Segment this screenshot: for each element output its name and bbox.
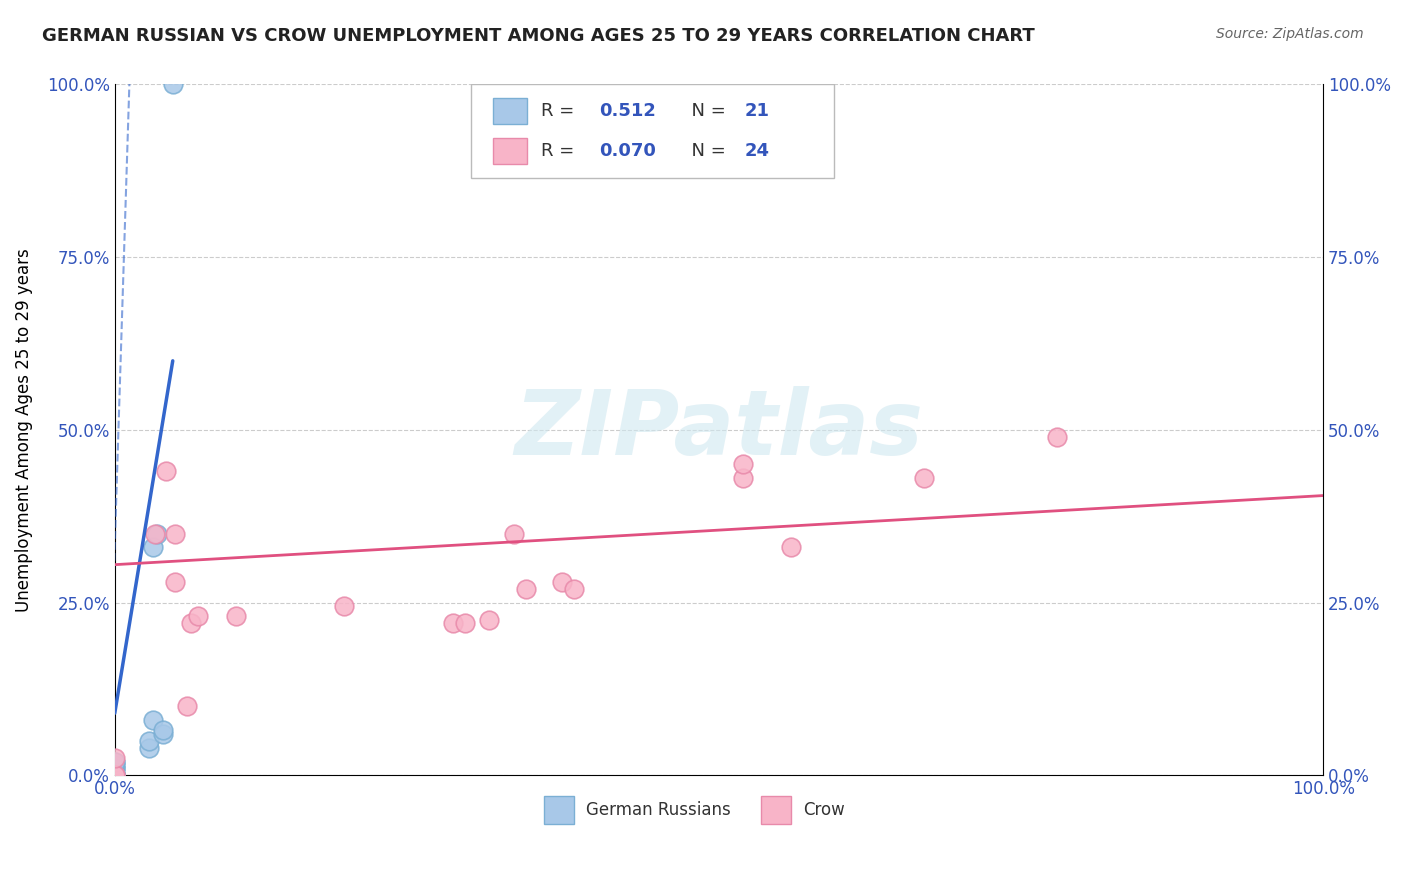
Point (551, 574, 574, 589)
Text: N =: N = (681, 103, 731, 120)
Point (104, 751, 127, 765)
Y-axis label: Unemployment Among Ages 25 to 29 years: Unemployment Among Ages 25 to 29 years (15, 248, 32, 612)
Point (562, 582, 585, 596)
Text: R =: R = (541, 142, 581, 160)
Point (152, 723, 174, 738)
Text: German Russians: German Russians (586, 801, 731, 819)
Point (142, 713, 165, 727)
Text: ZIPatlas: ZIPatlas (515, 386, 924, 474)
Text: GERMAN RUSSIAN VS CROW UNEMPLOYMENT AMONG AGES 25 TO 29 YEARS CORRELATION CHART: GERMAN RUSSIAN VS CROW UNEMPLOYMENT AMON… (42, 27, 1035, 45)
Point (104, 755, 127, 769)
Point (165, 526, 187, 541)
Point (104, 768, 127, 782)
Point (104, 768, 127, 782)
Text: N =: N = (681, 142, 731, 160)
Text: Source: ZipAtlas.com: Source: ZipAtlas.com (1216, 27, 1364, 41)
Point (143, 526, 166, 541)
Point (478, 613, 501, 627)
Point (176, 699, 198, 714)
Point (1046, 430, 1069, 444)
FancyBboxPatch shape (544, 797, 574, 824)
Point (454, 616, 477, 631)
Point (104, 762, 127, 776)
Text: R =: R = (541, 103, 581, 120)
FancyBboxPatch shape (471, 85, 834, 178)
Point (104, 768, 127, 782)
Point (165, 574, 187, 589)
Point (138, 734, 160, 748)
Point (187, 609, 209, 624)
Point (155, 464, 177, 478)
Point (152, 727, 174, 741)
FancyBboxPatch shape (494, 138, 527, 164)
Point (912, 471, 935, 485)
FancyBboxPatch shape (761, 797, 792, 824)
Text: 24: 24 (744, 142, 769, 160)
Point (162, 78, 184, 92)
Point (104, 768, 127, 782)
Point (441, 616, 464, 631)
FancyBboxPatch shape (494, 98, 527, 124)
Point (104, 755, 127, 769)
Point (225, 609, 247, 624)
Text: Crow: Crow (804, 801, 845, 819)
Point (104, 758, 127, 772)
Point (333, 599, 356, 614)
Point (180, 616, 202, 631)
Point (104, 768, 127, 782)
Text: 0.512: 0.512 (599, 103, 657, 120)
Point (104, 768, 127, 782)
Text: 21: 21 (744, 103, 769, 120)
Point (104, 762, 127, 776)
Point (104, 764, 127, 779)
Point (138, 740, 160, 755)
Point (146, 526, 169, 541)
Point (142, 541, 165, 555)
Point (780, 541, 803, 555)
Text: 0.070: 0.070 (599, 142, 657, 160)
Point (733, 471, 755, 485)
Point (104, 768, 127, 782)
Point (502, 526, 524, 541)
Point (104, 768, 127, 782)
Point (515, 582, 537, 596)
Point (733, 458, 755, 472)
Point (104, 768, 127, 782)
